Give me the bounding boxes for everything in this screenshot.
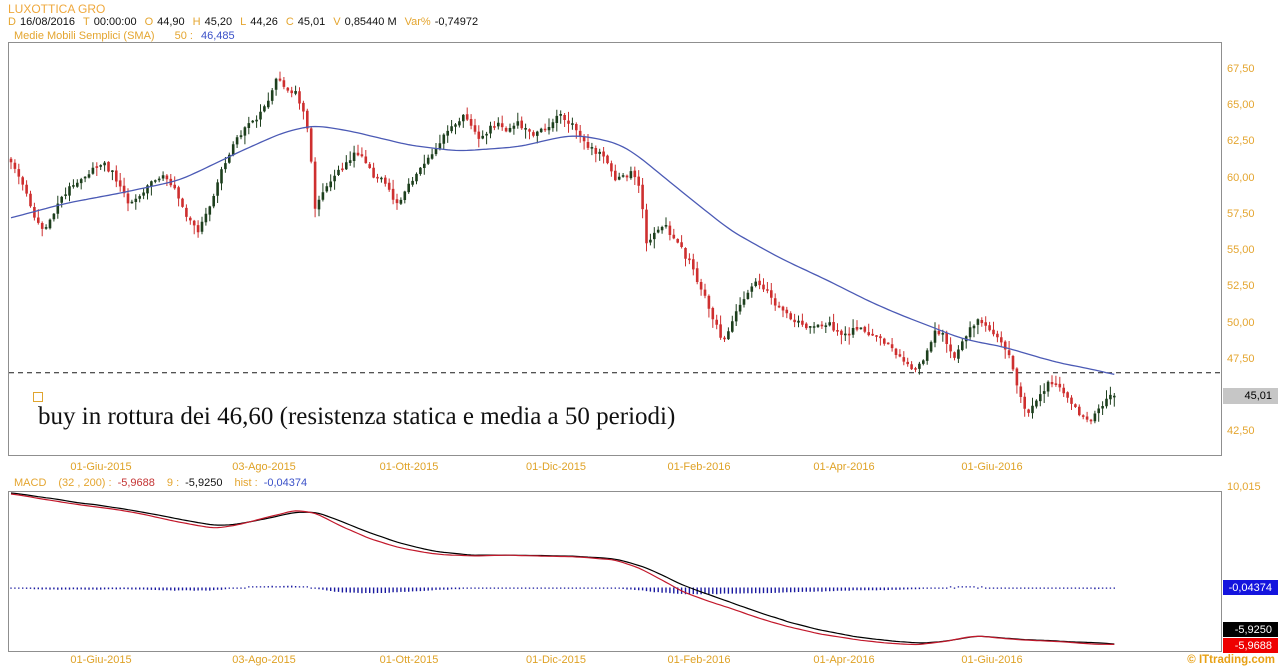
ohlc-label-l: L xyxy=(240,16,247,28)
sma-indicator-label: Medie Mobili Semplici (SMA) xyxy=(14,30,155,42)
last-price-text: 45,01 xyxy=(1244,390,1272,402)
price-tick-label: 55,00 xyxy=(1227,244,1255,256)
ohlc-value-open: 44,90 xyxy=(157,16,185,28)
candle-bodies-up xyxy=(44,78,1116,422)
macd-histogram-bars xyxy=(10,585,1115,595)
ohlc-row: D 16/08/2016 T 00:00:00 O 44,90 H 45,20 L 44,… xyxy=(8,16,478,28)
ohlc-label-d: D xyxy=(8,16,16,28)
price-tick-label: 60,00 xyxy=(1227,172,1255,184)
macd-hist-value: -0,04374 xyxy=(263,477,308,489)
ohlc-value-var: -0,74972 xyxy=(434,16,479,28)
macd-signal-badge: -5,9250 xyxy=(1223,622,1278,637)
date-label: 01-Feb-2016 xyxy=(667,461,731,473)
annotation-anchor-marker[interactable] xyxy=(33,392,43,402)
ohlc-label-h: H xyxy=(192,16,201,28)
ohlc-label-v: V xyxy=(333,16,341,28)
ohlc-value-date: 16/08/2016 xyxy=(19,16,76,28)
macd-axis-max-label: 10,015 xyxy=(1227,481,1261,493)
ohlc-value-high: 45,20 xyxy=(204,16,233,28)
sma-value: 46,485 xyxy=(200,30,235,42)
price-tick-label: 47,50 xyxy=(1227,353,1255,365)
price-chart-panel[interactable] xyxy=(8,42,1222,456)
ohlc-label-o: O xyxy=(144,16,154,28)
macd-signal-label: 9 : xyxy=(166,477,180,489)
macd-hist-label: hist : xyxy=(234,477,258,489)
date-label: 01-Giu-2015 xyxy=(70,654,132,666)
last-price-badge: 45,01 xyxy=(1223,388,1278,404)
macd-params-label: (32 , 200) : xyxy=(58,477,112,489)
macd-chart-panel[interactable] xyxy=(8,491,1222,652)
date-label: 01-Apr-2016 xyxy=(813,654,875,666)
price-tick-label: 42,50 xyxy=(1227,425,1255,437)
macd-hist-badge: -0,04374 xyxy=(1223,580,1278,595)
symbol-title: LUXOTTICA GRO xyxy=(8,2,106,16)
macd-line-badge-text: -5,9688 xyxy=(1234,639,1272,652)
ohlc-value-close: 45,01 xyxy=(297,16,326,28)
date-label: 01-Dic-2015 xyxy=(526,654,586,666)
sma-50-line xyxy=(10,125,1115,376)
price-tick-label: 67,50 xyxy=(1227,63,1255,75)
date-label: 03-Ago-2015 xyxy=(232,654,296,666)
date-label: 01-Apr-2016 xyxy=(813,461,875,473)
price-tick-label: 57,50 xyxy=(1227,208,1255,220)
macd-line-badge: -5,9688 xyxy=(1223,638,1278,653)
date-axis-top: 01-Giu-2015 03-Ago-2015 01-Ott-2015 01-Dic-… xyxy=(8,461,1222,475)
date-label: 01-Giu-2016 xyxy=(961,461,1023,473)
macd-chart-svg[interactable] xyxy=(9,492,1221,651)
price-tick-label: 65,00 xyxy=(1227,99,1255,111)
candle-bodies-down xyxy=(9,78,1093,422)
ohlc-value-low: 44,26 xyxy=(250,16,278,28)
macd-name-label: MACD xyxy=(14,477,47,489)
sma-legend-row: Medie Mobili Semplici (SMA) 50 : 46,485 xyxy=(14,30,235,42)
ohlc-value-volume: 0,85440 M xyxy=(344,16,397,28)
watermark: © ITtrading.com xyxy=(1187,654,1275,666)
macd-signal-badge-text: -5,9250 xyxy=(1234,623,1272,636)
macd-hist-badge-text: -0,04374 xyxy=(1228,581,1272,594)
date-axis-bottom: 01-Giu-2015 03-Ago-2015 01-Ott-2015 01-Dic-… xyxy=(8,654,1222,668)
price-chart-svg[interactable] xyxy=(9,43,1221,455)
ohlc-label-c: C xyxy=(285,16,294,28)
ohlc-label-t: T xyxy=(83,16,90,28)
macd-legend-row: MACD (32 , 200) : -5,9688 9 : -5,9250 hi… xyxy=(14,477,307,489)
ohlc-value-time: 00:00:00 xyxy=(93,16,137,28)
date-label: 01-Giu-2015 xyxy=(70,461,132,473)
date-label: 01-Ott-2015 xyxy=(379,654,439,666)
date-label: 01-Giu-2016 xyxy=(961,654,1023,666)
price-tick-label: 52,50 xyxy=(1227,280,1255,292)
macd-signal-line xyxy=(10,492,1115,645)
macd-value: -5,9688 xyxy=(117,477,155,489)
price-tick-label: 50,00 xyxy=(1227,317,1255,329)
price-tick-label: 62,50 xyxy=(1227,135,1255,147)
date-label: 01-Dic-2015 xyxy=(526,461,586,473)
ohlc-label-var: Var% xyxy=(404,16,431,28)
candle-wicks-down xyxy=(10,71,1092,425)
date-label: 01-Ott-2015 xyxy=(379,461,439,473)
date-label: 03-Ago-2015 xyxy=(232,461,296,473)
macd-main-line xyxy=(10,493,1115,646)
sma-period-label: 50 : xyxy=(174,30,193,42)
macd-signal-value: -5,9250 xyxy=(185,477,223,489)
annotation-text: buy in rottura dei 46,60 (resistenza sta… xyxy=(38,403,676,430)
date-label: 01-Feb-2016 xyxy=(667,654,731,666)
